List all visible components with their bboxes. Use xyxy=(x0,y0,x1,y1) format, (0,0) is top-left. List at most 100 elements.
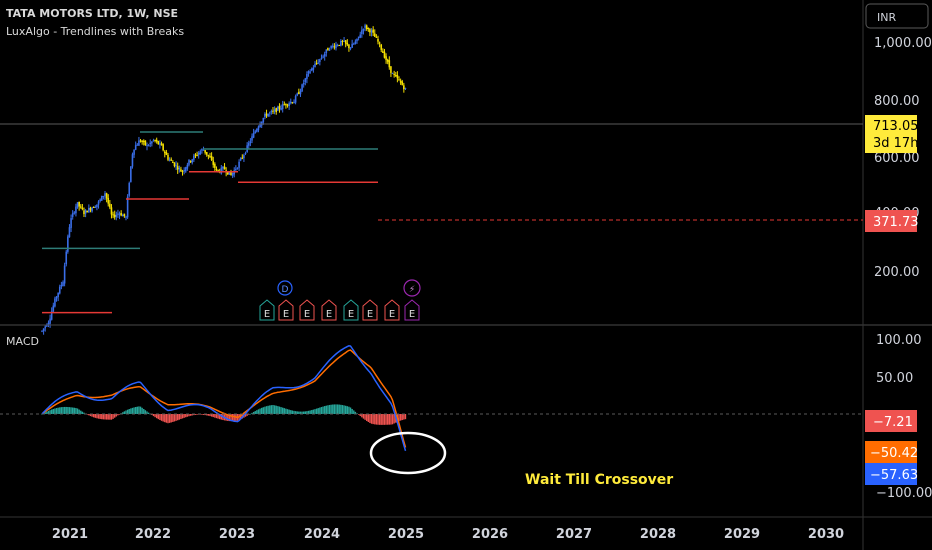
candle-body[interactable] xyxy=(352,43,355,45)
candle-body[interactable] xyxy=(315,63,318,65)
candle-body[interactable] xyxy=(322,56,324,58)
candle-body[interactable] xyxy=(251,136,253,141)
candle-body[interactable] xyxy=(210,156,213,161)
candle-body[interactable] xyxy=(335,44,337,49)
candle-body[interactable] xyxy=(344,40,347,44)
candle-body[interactable] xyxy=(128,183,131,196)
candle-body[interactable] xyxy=(361,30,363,35)
candle-body[interactable] xyxy=(254,131,257,134)
candle-body[interactable] xyxy=(385,56,387,60)
macd-line[interactable] xyxy=(41,345,407,452)
candle-body[interactable] xyxy=(139,140,142,142)
candle-body[interactable] xyxy=(236,167,239,169)
candle-body[interactable] xyxy=(226,172,229,175)
candle-body[interactable] xyxy=(115,214,118,217)
candle-body[interactable] xyxy=(268,112,271,114)
candle-body[interactable] xyxy=(373,33,376,37)
candle-body[interactable] xyxy=(272,110,274,112)
candle-body[interactable] xyxy=(220,167,223,174)
candle-body[interactable] xyxy=(71,213,74,217)
earnings-marker[interactable] xyxy=(404,299,420,321)
candle-body[interactable] xyxy=(70,218,72,228)
candle-body[interactable] xyxy=(199,151,202,155)
candle-body[interactable] xyxy=(81,207,84,210)
candle-body[interactable] xyxy=(327,48,329,51)
candle-body[interactable] xyxy=(117,213,119,215)
candle-body[interactable] xyxy=(209,156,211,158)
candle-body[interactable] xyxy=(78,201,80,207)
candle-body[interactable] xyxy=(212,160,215,165)
earnings-marker[interactable] xyxy=(321,299,337,321)
macd-tag[interactable] xyxy=(865,463,917,485)
candle-body[interactable] xyxy=(146,145,148,147)
candle-body[interactable] xyxy=(365,25,368,30)
candle-body[interactable] xyxy=(170,159,173,161)
candle-body[interactable] xyxy=(309,71,311,73)
candle-body[interactable] xyxy=(383,51,386,58)
candle-body[interactable] xyxy=(76,202,79,208)
candle-body[interactable] xyxy=(107,197,110,204)
candle-body[interactable] xyxy=(73,212,76,214)
candle-body[interactable] xyxy=(152,140,155,142)
candle-body[interactable] xyxy=(204,150,206,153)
candle-body[interactable] xyxy=(398,79,400,81)
candle-body[interactable] xyxy=(105,193,108,199)
candle-body[interactable] xyxy=(159,143,161,145)
candle-body[interactable] xyxy=(301,84,303,92)
macd-histogram-tag[interactable] xyxy=(865,410,917,432)
candle-body[interactable] xyxy=(151,141,153,144)
candle-body[interactable] xyxy=(165,152,168,155)
candle-body[interactable] xyxy=(120,213,122,216)
candle-body[interactable] xyxy=(351,43,353,48)
candle-body[interactable] xyxy=(377,39,379,42)
candle-body[interactable] xyxy=(188,159,190,165)
split-marker[interactable] xyxy=(403,279,421,297)
candle-body[interactable] xyxy=(396,74,399,79)
candle-body[interactable] xyxy=(256,129,258,132)
candle-body[interactable] xyxy=(54,298,56,307)
candle-body[interactable] xyxy=(333,46,336,48)
candle-body[interactable] xyxy=(278,105,281,109)
candle-body[interactable] xyxy=(273,109,276,112)
candle-body[interactable] xyxy=(89,207,92,211)
candle-body[interactable] xyxy=(41,330,43,332)
candle-body[interactable] xyxy=(201,149,203,151)
candle-body[interactable] xyxy=(291,102,294,104)
candle-body[interactable] xyxy=(241,157,244,159)
candle-body[interactable] xyxy=(340,40,342,46)
candle-body[interactable] xyxy=(118,213,121,215)
candle-body[interactable] xyxy=(175,165,177,167)
candle-body[interactable] xyxy=(331,45,334,47)
macd-pane[interactable] xyxy=(41,345,407,452)
candle-body[interactable] xyxy=(173,162,176,167)
currency-badge[interactable] xyxy=(865,3,929,29)
current-price-tag[interactable] xyxy=(865,115,917,153)
candle-body[interactable] xyxy=(100,195,103,201)
candle-body[interactable] xyxy=(283,104,286,106)
candle-body[interactable] xyxy=(57,292,59,298)
candle-body[interactable] xyxy=(207,154,210,156)
candle-body[interactable] xyxy=(63,265,66,284)
candle-body[interactable] xyxy=(289,101,292,104)
candle-body[interactable] xyxy=(84,209,87,214)
candle-body[interactable] xyxy=(298,92,300,95)
candle-body[interactable] xyxy=(47,322,50,326)
candle-body[interactable] xyxy=(149,142,152,145)
candle-body[interactable] xyxy=(336,45,339,47)
candle-body[interactable] xyxy=(202,149,205,151)
candle-body[interactable] xyxy=(294,96,297,103)
candle-body[interactable] xyxy=(257,126,260,131)
candle-body[interactable] xyxy=(83,210,85,215)
candle-body[interactable] xyxy=(110,207,113,215)
candle-body[interactable] xyxy=(394,75,397,77)
candle-body[interactable] xyxy=(62,282,64,287)
candle-body[interactable] xyxy=(60,285,63,287)
candle-body[interactable] xyxy=(130,166,132,182)
candle-body[interactable] xyxy=(131,154,134,167)
candle-body[interactable] xyxy=(230,172,232,176)
earnings-marker[interactable] xyxy=(299,299,315,321)
candle-body[interactable] xyxy=(286,104,289,106)
candle-body[interactable] xyxy=(181,171,184,173)
candle-body[interactable] xyxy=(388,60,391,68)
signal-tag[interactable] xyxy=(865,441,917,463)
